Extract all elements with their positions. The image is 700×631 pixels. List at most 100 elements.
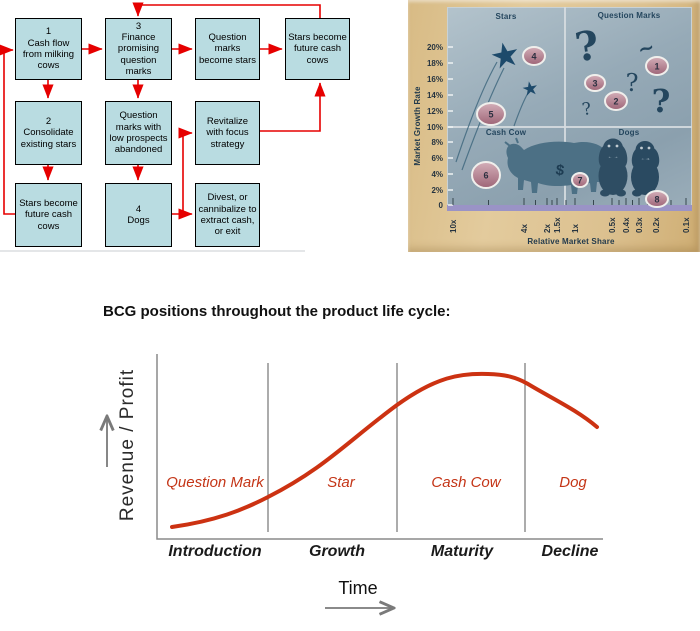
matrix-bubble-number: 7 [577, 176, 582, 186]
flowchart-box-label: Dogs [127, 215, 150, 226]
flowchart-box-number: 3 [135, 20, 142, 32]
matrix-bubble-number: 5 [488, 110, 493, 120]
phase-label-decline: Decline [541, 543, 599, 560]
cow-icon: $ [504, 137, 611, 194]
quadrant-label-cash-cow: Cash Cow [485, 128, 527, 137]
question-mark-icon: ? [625, 69, 639, 97]
flowchart-box: Question marks with low prospects abando… [105, 101, 172, 165]
flowchart-box: Revitalize with focus strategy [195, 101, 260, 165]
matrix-x-tick-label: 10x [449, 219, 458, 233]
matrix-y-tick-label: 0 [439, 201, 444, 210]
comet-trail-icon [513, 92, 529, 127]
matrix-bubble [571, 172, 589, 188]
flowchart-box: 4 Dogs [105, 183, 172, 247]
matrix-bubble [645, 190, 669, 208]
question-mark-icon: ? [651, 82, 671, 120]
matrix-x-tick-label: 4x [520, 224, 529, 233]
bcg-label-cash-cow: Cash Cow [431, 474, 501, 491]
matrix-x-tick-label: 1x [571, 224, 580, 233]
flowchart-box: Divest, or cannibalize to extract cash, … [195, 183, 260, 247]
matrix-bubble-number: 3 [592, 79, 597, 89]
matrix-baseline-bar [447, 205, 692, 211]
matrix-y-tick-label: 4% [431, 170, 443, 179]
quadrant-label-question-marks: Question Marks [597, 11, 661, 20]
arrow-revitalize-to-cashcows [260, 82, 326, 132]
matrix-bubble-number: 6 [483, 171, 488, 181]
matrix-bubble [604, 91, 628, 111]
flowchart-box: 1 Cash flow from milking cows [15, 18, 82, 80]
flowchart-box: 3 Finance promising question marks [105, 18, 172, 80]
flowchart-box: 2 Consolidate existing stars [15, 101, 82, 165]
lifecycle-curve [170, 371, 599, 529]
flowchart-box-label: Question marks become stars [198, 31, 257, 66]
flowchart-arrows [0, 2, 326, 220]
flowchart-box-label: Revitalize with focus strategy [206, 115, 249, 150]
quadrant-label-dogs: Dogs [618, 128, 640, 137]
flowchart-box-label: Divest, or cannibalize to extract cash, … [198, 192, 257, 238]
arrow-future-to-cows-feedback [0, 44, 15, 215]
dogs-icon [598, 138, 660, 197]
matrix-y-tick-label: 8% [431, 138, 443, 147]
small-star-icon: ★ [520, 78, 540, 102]
matrix-bubble [471, 161, 501, 189]
bcg-matrix-image: ★ ★ $ [408, 0, 700, 252]
phase-label-introduction: Introduction [168, 543, 262, 560]
lifecycle-axes [156, 354, 603, 540]
lifecycle-y-axis-label: Revenue / Profit [117, 368, 138, 522]
flowchart-box-label: Stars become future cash cows [19, 197, 78, 232]
matrix-y-tick-label: 12% [427, 107, 443, 116]
flowchart-box-label: Consolidate existing stars [20, 127, 77, 150]
matrix-y-tick-label: 16% [427, 75, 443, 84]
flowchart-box-number: 1 [45, 26, 52, 38]
flowchart-box-number: 2 [45, 115, 52, 127]
matrix-y-tick-label: 6% [431, 154, 443, 163]
matrix-x-tick-label: 0.1x [682, 217, 691, 233]
flowchart-box: Stars become future cash cows [15, 183, 82, 247]
matrix-y-axis-label: Market Growth Rate [413, 86, 422, 166]
matrix-bubble-number: 1 [654, 62, 659, 72]
matrix-y-tick-label: 18% [427, 59, 443, 68]
phase-dividers [267, 363, 526, 532]
arrow-cashcows-to-finance-feedback [132, 2, 321, 18]
lifecycle-title: BCG positions throughout the product lif… [103, 303, 451, 320]
quadrant-label-stars: Stars [495, 12, 517, 21]
flowchart-box-label: Question marks with low prospects abando… [109, 110, 168, 156]
flowchart-box-number: 4 [135, 203, 142, 215]
matrix-x-tick-label: 2x [543, 224, 552, 233]
matrix-bubble [522, 46, 546, 66]
flowchart-box-label: Finance promising question marks [117, 31, 160, 78]
matrix-ticks: 20% 18% 16% 14% 12% 10% 8% 6% 4% 2% 0 10x 4x 2x 1.5x 1x… [427, 43, 691, 233]
matrix-y-tick-label: 10% [427, 123, 443, 132]
matrix-x-tick-label: 0.3x [635, 217, 644, 233]
flowchart-box: Stars become future cash cows [285, 18, 350, 80]
matrix-y-tick-label: 20% [427, 43, 443, 52]
matrix-x-axis-label: Relative Market Share [527, 237, 615, 246]
flowchart-box-label: Stars become future cash cows [288, 31, 347, 66]
matrix-bubble [645, 56, 669, 76]
matrix-y-tick-label: 14% [427, 91, 443, 100]
matrix-bubble [476, 102, 506, 126]
matrix-bubble-number: 4 [531, 52, 536, 62]
phase-label-maturity: Maturity [430, 543, 494, 560]
big-star-icon: ★ [486, 34, 524, 78]
matrix-bubble [584, 74, 606, 92]
matrix-bubble-number: 8 [654, 195, 659, 205]
phase-label-growth: Growth [309, 543, 365, 560]
bcg-label-star: Star [327, 474, 355, 491]
flowchart-box-label: Cash flow from milking cows [22, 37, 75, 72]
matrix-x-tick-label: 0.2x [652, 217, 661, 233]
arrow-dogs-to-revitalize [178, 127, 193, 214]
bcg-label-dog: Dog [559, 474, 587, 491]
flowchart: 1 Cash flow from milking cows 3 Finance pro… [0, 0, 390, 260]
comet-trail-icon [455, 61, 498, 163]
matrix-art: ★ ★ $ [413, 7, 692, 246]
matrix-bubbles: 4 5 1 3 2 6 7 8 [471, 46, 669, 208]
matrix-x-tick-label: 1.5x [553, 217, 562, 233]
matrix-x-tick-label: 0.5x [608, 217, 617, 233]
matrix-x-tick-label: 0.4x [622, 217, 631, 233]
matrix-bubble-number: 2 [613, 97, 618, 107]
bcg-label-question-mark: Question Mark [166, 474, 264, 491]
dollar-sign-icon: $ [555, 161, 566, 179]
